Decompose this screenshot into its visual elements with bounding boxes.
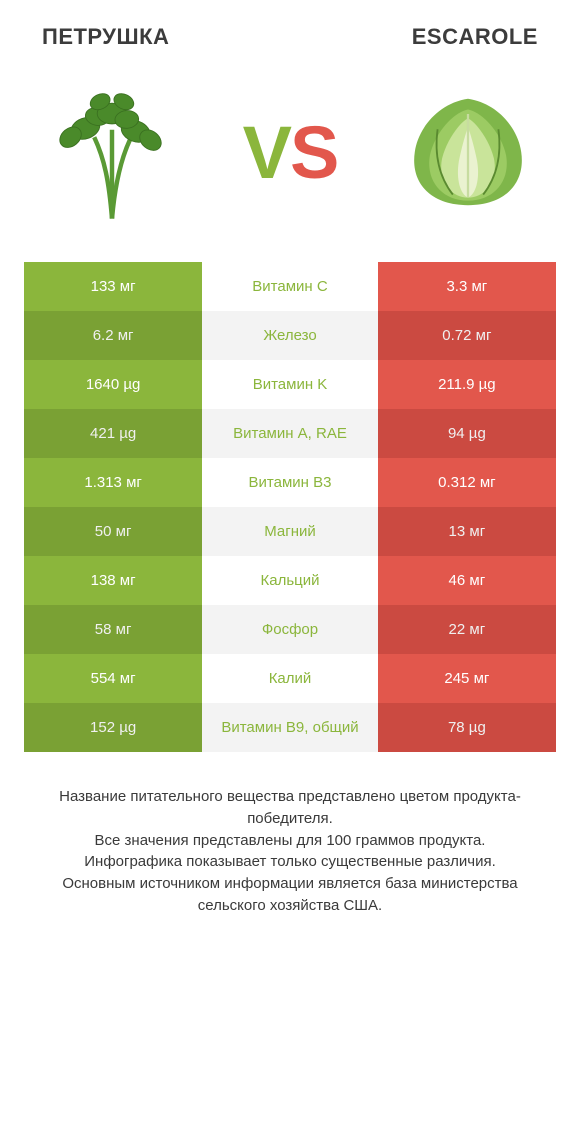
left-value: 133 мг bbox=[24, 262, 202, 311]
table-row: 138 мгКальций46 мг bbox=[24, 556, 556, 605]
table-row: 133 мгВитамин C3.3 мг bbox=[24, 262, 556, 311]
left-product-image bbox=[32, 72, 192, 232]
left-value: 6.2 мг bbox=[24, 311, 202, 360]
right-product-title: ESCAROLE bbox=[412, 24, 538, 50]
right-value: 78 µg bbox=[378, 703, 556, 752]
table-row: 421 µgВитамин A, RAE94 µg bbox=[24, 409, 556, 458]
nutrient-name: Витамин K bbox=[202, 360, 378, 409]
table-row: 1640 µgВитамин K211.9 µg bbox=[24, 360, 556, 409]
right-value: 0.72 мг bbox=[378, 311, 556, 360]
left-value: 1.313 мг bbox=[24, 458, 202, 507]
right-value: 211.9 µg bbox=[378, 360, 556, 409]
right-value: 0.312 мг bbox=[378, 458, 556, 507]
footer-line: Инфографика показывает только существенн… bbox=[30, 851, 550, 873]
right-product-image bbox=[388, 72, 548, 232]
left-product-title: ПЕТРУШКА bbox=[42, 24, 169, 50]
nutrient-name: Витамин B9, общий bbox=[202, 703, 378, 752]
left-value: 152 µg bbox=[24, 703, 202, 752]
left-value: 50 мг bbox=[24, 507, 202, 556]
hero-row: VS bbox=[0, 62, 580, 262]
right-value: 46 мг bbox=[378, 556, 556, 605]
table-row: 554 мгКалий245 мг bbox=[24, 654, 556, 703]
vs-label: VS bbox=[243, 110, 338, 195]
right-value: 94 µg bbox=[378, 409, 556, 458]
nutrient-name: Железо bbox=[202, 311, 378, 360]
nutrient-name: Витамин C bbox=[202, 262, 378, 311]
left-value: 138 мг bbox=[24, 556, 202, 605]
comparison-table: 133 мгВитамин C3.3 мг6.2 мгЖелезо0.72 мг… bbox=[0, 262, 580, 752]
infographic-container: ПЕТРУШКА ESCAROLE bbox=[0, 0, 580, 1144]
left-value: 1640 µg bbox=[24, 360, 202, 409]
vs-v: V bbox=[243, 110, 290, 195]
table-row: 50 мгМагний13 мг bbox=[24, 507, 556, 556]
left-value: 421 µg bbox=[24, 409, 202, 458]
footer-notes: Название питательного вещества представл… bbox=[0, 752, 580, 917]
header: ПЕТРУШКА ESCAROLE bbox=[0, 0, 580, 62]
nutrient-name: Калий bbox=[202, 654, 378, 703]
vs-s: S bbox=[290, 110, 337, 195]
nutrient-name: Фосфор bbox=[202, 605, 378, 654]
left-value: 554 мг bbox=[24, 654, 202, 703]
footer-line: Основным источником информации является … bbox=[30, 873, 550, 917]
right-value: 13 мг bbox=[378, 507, 556, 556]
left-value: 58 мг bbox=[24, 605, 202, 654]
nutrient-name: Кальций bbox=[202, 556, 378, 605]
footer-line: Все значения представлены для 100 граммо… bbox=[30, 830, 550, 852]
right-value: 3.3 мг bbox=[378, 262, 556, 311]
footer-line: Название питательного вещества представл… bbox=[30, 786, 550, 830]
table-row: 1.313 мгВитамин B30.312 мг bbox=[24, 458, 556, 507]
table-row: 152 µgВитамин B9, общий78 µg bbox=[24, 703, 556, 752]
nutrient-name: Магний bbox=[202, 507, 378, 556]
table-row: 6.2 мгЖелезо0.72 мг bbox=[24, 311, 556, 360]
right-value: 22 мг bbox=[378, 605, 556, 654]
right-value: 245 мг bbox=[378, 654, 556, 703]
nutrient-name: Витамин A, RAE bbox=[202, 409, 378, 458]
table-row: 58 мгФосфор22 мг bbox=[24, 605, 556, 654]
nutrient-name: Витамин B3 bbox=[202, 458, 378, 507]
